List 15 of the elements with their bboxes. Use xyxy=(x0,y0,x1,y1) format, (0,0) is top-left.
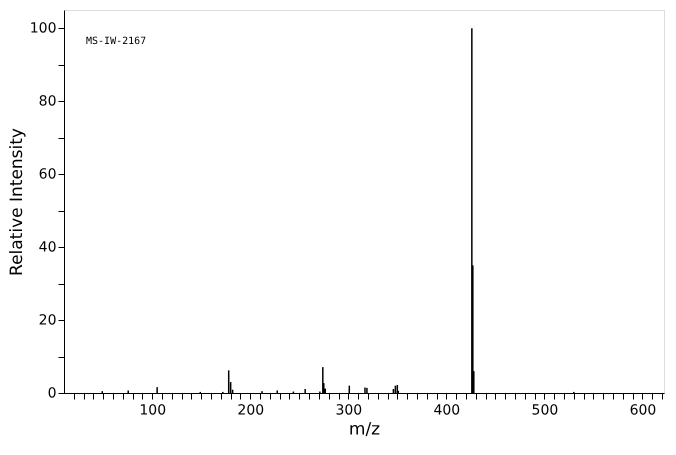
x-tick-label: 600 xyxy=(630,402,656,418)
x-tick-label: 100 xyxy=(139,402,166,418)
y-tick-label: 60 xyxy=(38,166,56,183)
annotation: MS-IW-2167 xyxy=(86,36,146,47)
x-tick-label: 300 xyxy=(335,402,362,418)
y-tick-label: 0 xyxy=(48,386,56,402)
x-tick-label: 500 xyxy=(532,402,558,418)
y-tick-label: 100 xyxy=(30,20,56,37)
x-tick-label: 400 xyxy=(433,402,460,418)
y-tick-label: 80 xyxy=(38,94,56,110)
x-tick-label: 200 xyxy=(237,402,264,418)
x-axis-title: m/z xyxy=(348,420,380,440)
y-axis-title: Relative Intensity xyxy=(6,128,27,276)
y-tick-label: 20 xyxy=(38,312,56,329)
y-tick-label: 40 xyxy=(38,240,56,256)
